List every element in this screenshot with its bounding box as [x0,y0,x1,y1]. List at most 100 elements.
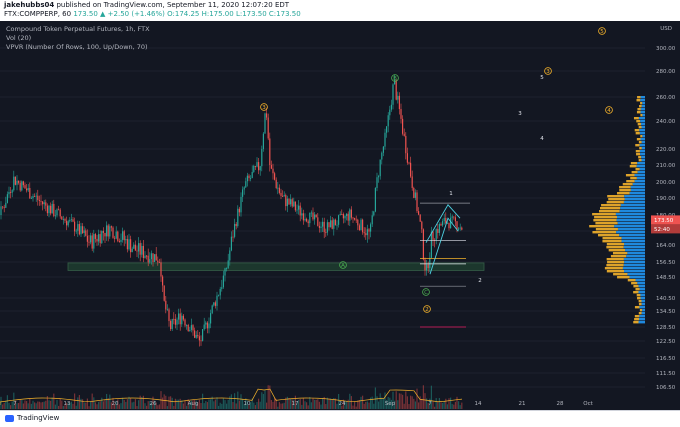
legend-vpvr[interactable]: VPVR (Number Of Rows, 100, Up/Down, 70) [6,43,148,51]
volume-profile-bar [639,150,645,153]
price-axis-label: 116.50 [656,356,676,362]
volume-bar [280,403,282,409]
volume-bar [14,400,16,409]
volume-bar [419,396,421,409]
volume-bar [336,403,338,409]
volume-bar [379,393,381,409]
volume-profile-bar [638,117,645,120]
candle-body [13,176,15,191]
volume-bar [250,402,252,409]
volume-bar [376,396,378,409]
candle-body [242,189,244,197]
volume-bar [134,399,136,409]
candle-body [94,234,96,239]
candle-body [101,230,103,244]
candle-body [171,318,173,330]
candle-body [459,227,461,229]
time-axis-label: 13 [64,401,71,407]
candle-body [398,95,400,110]
volume-profile-bar [623,264,645,267]
candle-body [237,208,239,227]
volume-profile-bar [638,285,645,288]
volume-bar [266,402,268,409]
wave-label-white: 2 [478,278,482,284]
volume-profile-bar [634,318,640,321]
candle-body [126,239,128,250]
time-axis-label: 7 [428,401,432,407]
volume-profile-bar [634,174,645,177]
candle-body [245,181,247,188]
volume-profile-bar [595,222,618,225]
volume-bar [30,403,32,409]
volume-profile-bar [640,108,645,111]
candle-body [368,229,370,232]
candle-body [435,229,437,241]
volume-profile-bar [636,294,641,297]
volume-profile-bar [633,291,639,294]
candle-body [3,207,5,209]
time-axis-label: 20 [112,401,119,407]
chart-legend: Compound Token Perpetual Futures, 1h, FT… [6,25,150,52]
volume-profile-bar [642,102,645,105]
volume-bar [123,399,125,409]
candle-body [98,234,100,242]
volume-bar [381,397,383,409]
price-change: ▲ +2.50 (+1.46%) [100,10,165,18]
volume-bar [75,405,77,409]
candle-body [166,309,168,311]
volume-profile-bar [632,183,645,186]
volume-profile-bar [626,255,645,258]
volume-profile-bar [635,288,640,291]
volume-bar [234,393,236,409]
volume-bar [237,391,239,409]
candle-body [109,226,111,237]
volume-bar [270,399,272,409]
candle-body [144,255,146,258]
candle-body [371,215,373,225]
time-axis-label: 14 [475,401,482,407]
time-axis-label: 26 [150,401,157,407]
volume-profile-bar [624,243,645,246]
volume-profile-bar [634,315,640,318]
chart-area[interactable]: 3 2 3 4 5 B A C 1 2 3 4 5 USD 300.00 280.00 260.00 240.00… [0,21,680,410]
time-axis-label: Aug [188,401,199,407]
candle-body [373,211,375,216]
volume-bar [331,399,333,409]
candle-body [117,231,119,242]
volume-profile-bar [634,306,640,309]
author-name[interactable]: jakehubbs04 [4,1,55,9]
candle-body [30,198,32,199]
candle-body [114,237,116,239]
volume-profile-bar [639,315,645,318]
legend-title: Compound Token Perpetual Futures, 1h, FT… [6,25,150,33]
candle-body [18,180,20,183]
price-axis-label: 111.50 [656,371,676,377]
volume-bar [454,401,456,409]
volume-bar [430,385,432,409]
wave-label-white: 3 [518,111,522,117]
volume-profile-bar [636,99,641,102]
brand-name: TradingView [17,414,60,422]
volume-bar [21,399,23,409]
publish-header: jakehubbs04 published on TradingView.com… [0,0,680,21]
volume-bar [27,403,29,409]
volume-bar [357,400,359,409]
volume-bar [88,406,90,409]
candle-body [235,223,237,227]
candle-body [29,187,31,199]
legend-volume[interactable]: Vol (20) [6,34,32,42]
time-axis-label: 21 [519,401,526,407]
volume-bar [230,394,232,409]
candle-body [195,334,197,338]
wave-label-yellow: 3 [262,105,266,111]
price-chart[interactable]: 3 2 3 4 5 B A C 1 2 3 4 5 USD 300.00 280.00 260.00 240.00… [0,21,680,410]
candle-body [213,302,215,306]
volume-bar [245,398,247,409]
volume-bar [203,403,205,409]
volume-bar [29,398,31,409]
volume-bar [365,401,367,409]
volume-bar [90,401,92,409]
volume-bar [240,394,242,409]
tradingview-logo[interactable]: TradingView [5,414,59,422]
volume-profile-bar [604,267,623,270]
